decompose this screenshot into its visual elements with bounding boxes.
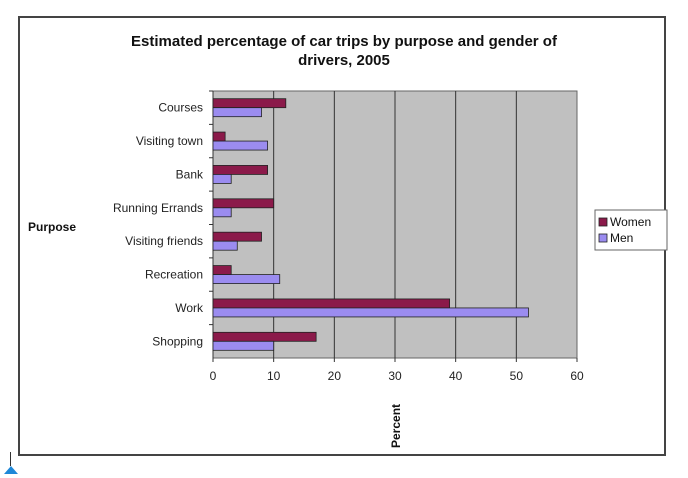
chart-title-line-2: drivers, 2005 <box>298 52 390 69</box>
bar-men <box>212 240 238 251</box>
bar-women <box>212 198 275 209</box>
x-tick-label: 10 <box>267 369 281 383</box>
bar-men <box>212 140 268 151</box>
cursor-triangle-icon <box>4 466 18 474</box>
bar-women <box>212 298 451 309</box>
legend-label: Women <box>610 215 651 229</box>
chart-frame: Estimated percentage of car trips by pur… <box>18 16 668 456</box>
text-cursor <box>10 452 11 466</box>
category-label: Work <box>175 301 204 315</box>
legend-swatch <box>598 233 608 243</box>
bar-men <box>212 107 262 118</box>
chart: Estimated percentage of car trips by pur… <box>28 33 668 448</box>
category-label: Visiting town <box>136 134 203 148</box>
category-label: Running Errands <box>113 201 203 215</box>
plot-area: 0 10 20 30 40 50 60 Courses Visiting town Bank Run… <box>113 90 584 383</box>
legend-label: Men <box>610 231 633 245</box>
y-axis-title: Purpose <box>28 220 76 234</box>
x-tick-label: 30 <box>388 369 402 383</box>
category-label: Courses <box>158 101 203 115</box>
legend-box <box>594 209 668 251</box>
x-tick-label: 0 <box>210 369 217 383</box>
legend: Women Men <box>594 209 668 251</box>
bar-men <box>212 274 281 284</box>
bar-women <box>212 131 226 142</box>
category-label: Bank <box>176 167 204 181</box>
x-tick-label: 40 <box>449 369 463 383</box>
bar-women <box>212 265 232 275</box>
category-label: Recreation <box>145 268 203 282</box>
bar-women <box>212 331 317 342</box>
bar-men <box>212 340 275 351</box>
x-axis-title: Percent <box>389 404 403 448</box>
chart-title-line-1: Estimated percentage of car trips by pur… <box>131 33 558 50</box>
bar-men <box>212 207 232 218</box>
bar-women <box>212 231 262 242</box>
legend-swatch <box>598 217 608 227</box>
x-tick-label: 50 <box>510 369 524 383</box>
bar-women <box>212 165 268 175</box>
category-label: Shopping <box>152 334 203 348</box>
bar-women <box>212 98 287 109</box>
bar-men <box>212 307 529 318</box>
x-tick-label: 20 <box>328 369 342 383</box>
bar-men <box>212 174 232 184</box>
x-tick-label: 60 <box>570 369 584 383</box>
category-label: Visiting friends <box>125 234 203 248</box>
